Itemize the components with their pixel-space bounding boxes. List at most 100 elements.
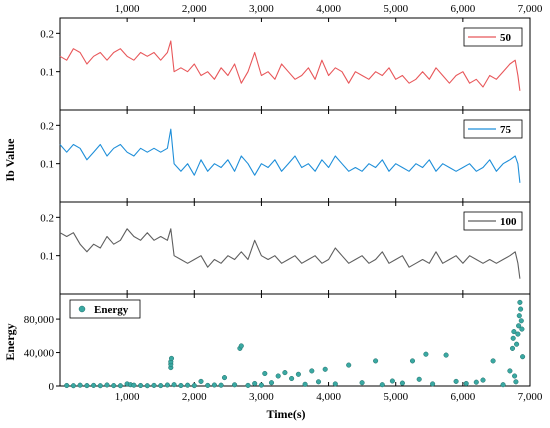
- energy-point: [268, 380, 275, 386]
- x-tick-label-bottom: 4,000: [316, 391, 341, 403]
- legend-box: [69, 299, 141, 319]
- energy-point: [399, 380, 405, 386]
- energy-point: [232, 382, 238, 388]
- energy-point: [164, 382, 170, 388]
- energy-point: [463, 380, 469, 387]
- energy-point: [168, 355, 175, 361]
- energy-point: [513, 379, 519, 385]
- energy-point: [517, 299, 523, 305]
- y-tick-label: 0.1: [40, 67, 54, 79]
- y-tick-label: 80,000: [24, 314, 55, 326]
- energy-point: [514, 341, 520, 347]
- series-line-100: [59, 228, 521, 279]
- energy-point: [423, 351, 429, 357]
- x-tick-label-top: 3,000: [249, 3, 274, 15]
- x-tick-label-top: 1,000: [115, 3, 140, 15]
- x-tick-label-top: 2,000: [182, 3, 207, 15]
- x-tick-label-bottom: 3,000: [249, 391, 274, 403]
- energy-point: [515, 331, 521, 337]
- legend-label: 50: [500, 32, 512, 44]
- energy-point: [218, 382, 224, 388]
- panel-75: 0.1 0.2 75: [40, 109, 531, 203]
- energy-point: [158, 383, 164, 389]
- x-tick-label-top: 5,000: [383, 3, 408, 15]
- energy-point: [518, 318, 524, 324]
- energy-point: [258, 382, 264, 388]
- energy-point: [138, 382, 144, 389]
- x-tick-label-top: 7,000: [518, 3, 543, 15]
- energy-point: [151, 382, 157, 388]
- energy-point: [191, 383, 197, 389]
- energy-point: [185, 382, 191, 388]
- energy-point: [443, 352, 449, 358]
- x-tick-label-bottom: 6,000: [450, 391, 475, 403]
- energy-point: [500, 382, 506, 388]
- x-tick-label-bottom: 1,000: [115, 391, 140, 403]
- energy-point: [211, 382, 217, 388]
- energy-point: [430, 381, 436, 387]
- energy-point: [144, 383, 150, 389]
- energy-point: [77, 382, 83, 388]
- energy-point: [315, 379, 322, 385]
- series-line-50: [59, 40, 521, 91]
- y-tick-label: 0.1: [40, 159, 54, 171]
- energy-point: [509, 345, 516, 351]
- energy-point: [520, 354, 526, 360]
- energy-point: [97, 383, 103, 389]
- bottom-x-axis: 1,000 2,000 3,000 4,000 5,000 6,000 7,000: [115, 391, 543, 403]
- energy-point: [379, 382, 385, 388]
- ib-value-axis-title: Ib Value: [3, 138, 17, 182]
- x-tick-label-bottom: 5,000: [383, 391, 408, 403]
- energy-point: [111, 383, 117, 389]
- y-tick-label: 0: [49, 381, 55, 393]
- energy-point: [178, 382, 184, 389]
- y-tick-label: 0.2: [40, 28, 54, 40]
- energy-point: [309, 368, 315, 374]
- energy-point: [322, 366, 328, 372]
- energy-point: [275, 373, 281, 379]
- panel-frame: [59, 293, 531, 387]
- y-tick-label: 0.1: [40, 251, 54, 263]
- energy-point: [409, 358, 416, 364]
- energy-point: [480, 377, 486, 383]
- energy-axis-title: Energy: [3, 323, 17, 360]
- energy-point: [221, 375, 228, 381]
- energy-point: [70, 383, 76, 389]
- energy-point: [171, 382, 177, 388]
- energy-point: [516, 323, 522, 329]
- x-tick-label-top: 4,000: [316, 3, 341, 15]
- energy-point: [507, 368, 513, 374]
- energy-point: [84, 383, 90, 389]
- x-tick-label-top: 6,000: [450, 3, 475, 15]
- panel-frame: [59, 17, 531, 111]
- series-line-75: [59, 128, 521, 183]
- energy-point: [238, 343, 244, 349]
- energy-point: [262, 370, 268, 377]
- top-x-axis: 1,000 2,000 3,000 4,000 5,000 6,000 7,000: [115, 3, 543, 15]
- y-tick-label: 0.2: [40, 212, 54, 224]
- energy-point: [289, 375, 295, 382]
- energy-point: [473, 379, 479, 385]
- energy-point: [516, 313, 522, 319]
- panel-energy: 0 40,000 80,000 Energy: [24, 293, 531, 393]
- energy-point: [64, 382, 70, 389]
- energy-point: [302, 381, 308, 387]
- y-tick-label: 40,000: [24, 348, 55, 360]
- x-tick-label-bottom: 7,000: [518, 391, 543, 403]
- y-tick-label: 0.2: [40, 120, 54, 132]
- energy-point: [389, 378, 395, 384]
- energy-point: [490, 358, 496, 364]
- legend-label: 75: [500, 124, 512, 136]
- energy-point: [346, 362, 352, 368]
- panel-50: 0.1 0.2 50: [40, 17, 531, 111]
- panels-group: 0.1 0.2 50 0.1 0.2 75 0.1 0.2 100 0 40,000 80,000 En…: [24, 17, 531, 393]
- panel-frame: [59, 201, 531, 295]
- energy-point: [205, 382, 211, 388]
- energy-point: [511, 329, 517, 335]
- energy-point: [91, 382, 97, 388]
- energy-point: [295, 371, 301, 377]
- energy-point: [510, 335, 516, 341]
- energy-point: [104, 382, 110, 388]
- energy-point: [512, 373, 518, 379]
